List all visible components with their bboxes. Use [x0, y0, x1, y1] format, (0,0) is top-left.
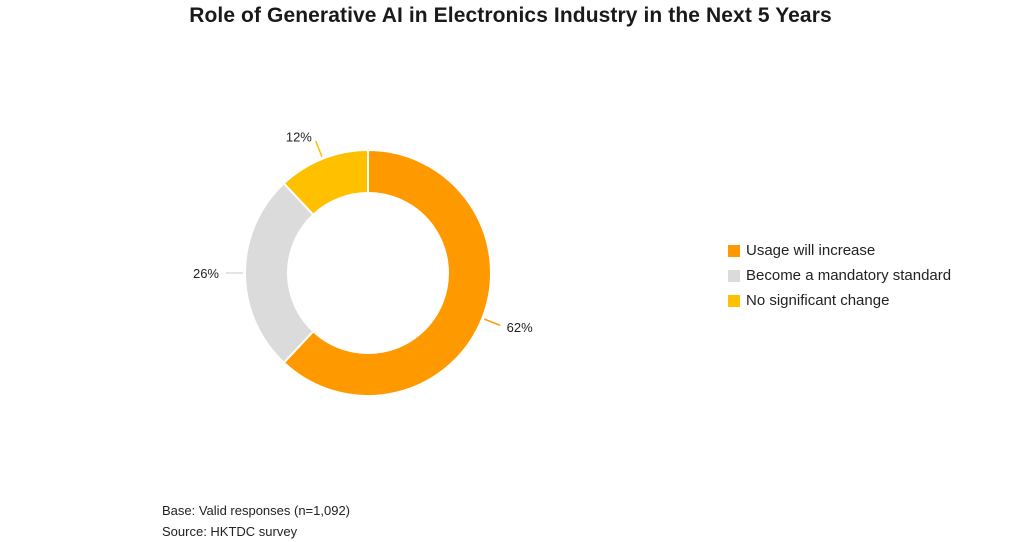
legend-swatch	[728, 244, 740, 257]
donut-slice	[282, 148, 492, 397]
footnotes: Base: Valid responses (n=1,092) Source: …	[162, 500, 350, 542]
legend-label: Become a mandatory standard	[746, 267, 952, 284]
legend-label: No significant change	[746, 292, 890, 309]
base-note: Base: Valid responses (n=1,092)	[162, 503, 351, 518]
donut-slice	[282, 148, 369, 217]
legend-swatch	[728, 294, 740, 307]
data-label: 26%	[193, 266, 219, 281]
legend-item-become-mandatory-standard: Become a mandatory standard	[728, 263, 951, 288]
data-label: 62%	[507, 320, 533, 335]
legend-item-no-significant-change: No significant change	[728, 288, 951, 313]
legend-item-usage-will-increase: Usage will increase	[728, 238, 951, 263]
chart-legend: Usage will increase Become a mandatory s…	[728, 238, 951, 313]
chart-title: Role of Generative AI in Electronics Ind…	[189, 4, 832, 27]
leader-line	[315, 140, 323, 158]
legend-label: Usage will increase	[746, 242, 876, 259]
source-note: Source: HKTDC survey	[162, 524, 298, 539]
legend-swatch	[728, 269, 740, 282]
data-label: 12%	[286, 129, 312, 144]
donut-slice	[244, 181, 315, 365]
leader-line	[483, 318, 501, 326]
